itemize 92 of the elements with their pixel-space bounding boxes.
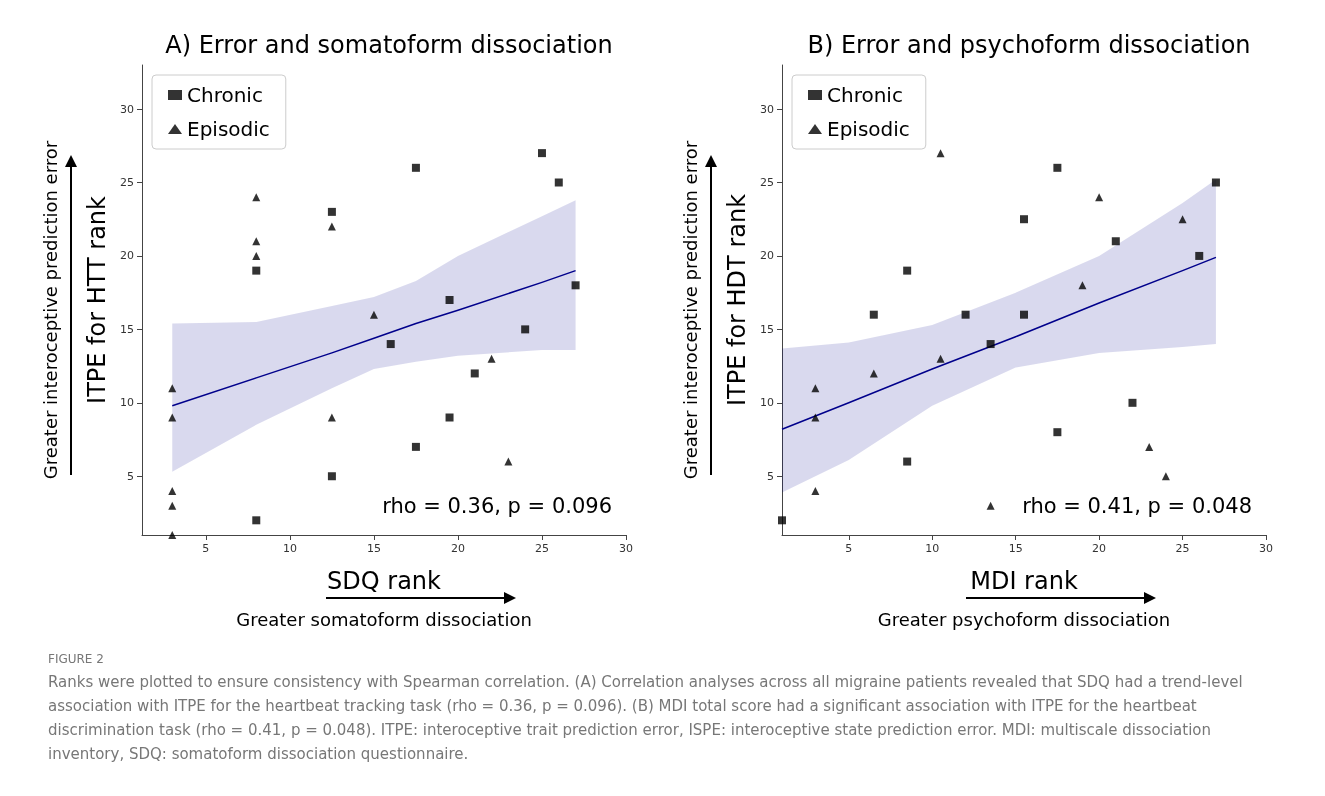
text: Greater somatoform dissociation bbox=[236, 608, 532, 630]
x-tick-label: 15 bbox=[1008, 542, 1023, 555]
x-tick-label: 30 bbox=[1259, 542, 1273, 555]
point bbox=[327, 472, 336, 481]
y-axis-title: ITPE for HDT rank bbox=[723, 193, 752, 407]
point bbox=[327, 413, 336, 422]
point bbox=[811, 413, 820, 422]
chart-title: A) Error and somatoform dissociation bbox=[165, 31, 613, 59]
y-tick-label: 15 bbox=[120, 322, 134, 336]
point bbox=[168, 413, 177, 422]
y-tick-label: 10 bbox=[760, 396, 774, 410]
point bbox=[369, 310, 378, 319]
text: Greater interoceptive prediction error bbox=[679, 140, 701, 480]
point bbox=[1095, 193, 1104, 202]
text: Greater interoceptive prediction error bbox=[39, 140, 61, 480]
point bbox=[936, 354, 945, 363]
point bbox=[1078, 281, 1087, 290]
point bbox=[386, 340, 395, 349]
x-axis-title: SDQ rank bbox=[327, 567, 442, 595]
point bbox=[1211, 178, 1220, 187]
x-tick-label: 15 bbox=[366, 542, 381, 555]
annotation: rho = 0.41, p = 0.048 bbox=[1022, 493, 1252, 518]
point bbox=[1111, 237, 1120, 246]
x-tick-label: 25 bbox=[534, 542, 549, 555]
point bbox=[411, 163, 420, 172]
point bbox=[1020, 215, 1028, 224]
point bbox=[252, 251, 261, 260]
y-tick-label: 30 bbox=[760, 102, 774, 116]
point bbox=[1178, 215, 1187, 224]
x-tick-label: 20 bbox=[1092, 542, 1107, 555]
y-tick-label: 10 bbox=[120, 396, 134, 410]
point bbox=[903, 266, 912, 275]
point bbox=[445, 413, 454, 422]
point bbox=[936, 149, 945, 158]
line-series bbox=[781, 256, 1217, 430]
point bbox=[961, 310, 970, 319]
x-axis-title: MDI rank bbox=[970, 567, 1078, 595]
point bbox=[168, 501, 177, 510]
x-tick-label: 5 bbox=[202, 542, 210, 555]
line-series bbox=[171, 269, 577, 407]
y-tick-label: 30 bbox=[120, 102, 134, 116]
point bbox=[1195, 251, 1204, 260]
point bbox=[487, 354, 496, 363]
point bbox=[411, 442, 420, 451]
x-tick-label: 5 bbox=[845, 542, 853, 555]
y-tick-label: 25 bbox=[760, 176, 774, 189]
point bbox=[168, 486, 177, 495]
point bbox=[811, 486, 820, 495]
legend-label: Episodic bbox=[827, 117, 910, 141]
point bbox=[445, 296, 454, 304]
point bbox=[252, 266, 261, 275]
x-tick-label: 30 bbox=[619, 542, 633, 555]
y-tick-label: 25 bbox=[120, 176, 134, 189]
chart-title: B) Error and psychoform dissociation bbox=[807, 31, 1251, 59]
y-axis-title: ITPE for HTT rank bbox=[83, 195, 112, 404]
point bbox=[1128, 398, 1137, 407]
x-tick-label: 20 bbox=[450, 542, 465, 555]
point bbox=[903, 457, 912, 466]
y-tick-label: 15 bbox=[760, 322, 774, 336]
y-tick-label: 20 bbox=[760, 249, 774, 263]
point bbox=[869, 310, 878, 319]
point bbox=[168, 531, 177, 539]
point bbox=[1020, 310, 1028, 319]
point bbox=[986, 340, 995, 349]
point bbox=[1145, 442, 1154, 451]
legend-label: Episodic bbox=[187, 117, 270, 141]
y-tick-label: 5 bbox=[127, 469, 134, 483]
y-tick-label: 20 bbox=[120, 249, 134, 263]
caption: FIGURE 2 bbox=[48, 652, 105, 666]
annotation: rho = 0.36, p = 0.096 bbox=[382, 493, 612, 518]
point bbox=[470, 369, 479, 378]
point bbox=[811, 384, 820, 393]
point bbox=[778, 516, 786, 525]
x-tick-label: 25 bbox=[1175, 542, 1190, 555]
x-tick-label: 10 bbox=[282, 542, 297, 555]
text: Ranks were plotted to ensure consistency with Spearman correlation. (A) Correlation analyses across all migraine patients revealed that SDQ had a trend-level association with ITPE for the heartbeat tracking task (rho = 0.36, p = 0.096). (B) MDI total score had a significant association with ITPE for the heartbeat discrimination task (rho = 0.41, p = 0.048). ITPE: interoceptive trait prediction error, ISPE: interoceptive state prediction error. MDI: multiscale dissociation inventory, SDQ: somatoform dissociation questionnaire. bbox=[48, 672, 1244, 765]
point bbox=[504, 457, 513, 466]
point bbox=[986, 501, 995, 510]
point bbox=[327, 222, 336, 231]
legend-label: Chronic bbox=[187, 83, 263, 107]
point bbox=[327, 207, 336, 216]
point bbox=[571, 281, 580, 290]
point bbox=[554, 178, 563, 187]
x-tick-label: 10 bbox=[925, 542, 940, 555]
point bbox=[521, 325, 530, 334]
point bbox=[1053, 163, 1062, 172]
point bbox=[537, 149, 546, 158]
point bbox=[1053, 428, 1062, 437]
y-tick-label: 5 bbox=[767, 469, 774, 483]
text: Greater psychoform dissociation bbox=[877, 608, 1171, 630]
point bbox=[252, 516, 261, 525]
legend-label: Chronic bbox=[827, 83, 903, 107]
